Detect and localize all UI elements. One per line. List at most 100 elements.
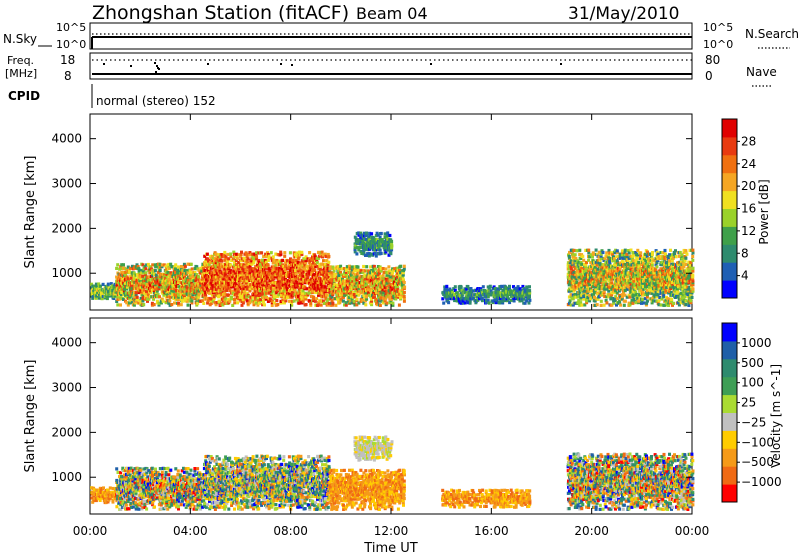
data-cell (387, 279, 391, 283)
data-cell (292, 287, 296, 291)
data-cell (187, 291, 191, 295)
data-cell (381, 267, 385, 271)
data-cell (357, 287, 361, 291)
data-cell (578, 252, 582, 256)
data-cell (308, 257, 312, 261)
data-cell (630, 291, 634, 295)
data-cell (455, 299, 459, 303)
data-cell (525, 285, 529, 289)
data-cell (313, 299, 317, 303)
data-cell (369, 297, 373, 301)
data-cell (177, 289, 181, 293)
data-cell (388, 301, 392, 305)
data-cell (137, 285, 141, 289)
data-cell (464, 297, 468, 301)
data-cell (339, 264, 343, 268)
data-cell (441, 297, 445, 301)
data-cell (342, 295, 345, 299)
data-cell (326, 288, 330, 293)
data-cell (248, 251, 252, 255)
data-cell (171, 293, 175, 297)
data-cell (588, 283, 592, 287)
data-cell (279, 287, 283, 291)
data-cell (461, 299, 465, 303)
data-cell (616, 287, 619, 291)
data-cell (241, 297, 245, 301)
data-cell (124, 270, 128, 274)
data-cell (208, 285, 212, 289)
data-cell (128, 266, 132, 270)
data-cell (171, 279, 175, 283)
data-cell (443, 293, 447, 297)
data-cell (355, 297, 359, 301)
data-cell (240, 266, 244, 271)
data-cell (271, 270, 275, 274)
data-cell (528, 295, 531, 299)
data-cell (120, 290, 124, 295)
data-cell (377, 246, 381, 250)
data-cell (326, 266, 330, 270)
data-cell (389, 271, 393, 275)
data-cell (610, 293, 614, 297)
data-cell (589, 289, 593, 293)
data-cell (258, 291, 262, 295)
data-cell (183, 299, 187, 303)
data-cell (396, 266, 400, 270)
data-cell (399, 289, 402, 293)
data-cell (371, 253, 375, 257)
data-cell (177, 273, 181, 277)
data-cell (623, 255, 627, 259)
data-cell (242, 289, 246, 293)
data-cell (214, 269, 218, 273)
data-cell (512, 299, 516, 303)
data-cell (139, 285, 143, 289)
data-cell (597, 255, 601, 259)
data-cell (602, 258, 606, 262)
station-title: Zhongshan Station (fitACF) (92, 2, 349, 24)
data-cell (119, 295, 122, 299)
data-cell (298, 263, 302, 267)
data-cell (593, 262, 597, 266)
data-cell (294, 285, 298, 289)
data-cell (299, 294, 303, 299)
data-cell (457, 297, 461, 301)
data-cell (578, 289, 582, 293)
data-cell (622, 269, 626, 273)
data-cell (367, 244, 371, 248)
data-cell (109, 282, 113, 286)
data-cell (396, 291, 400, 295)
data-cell (400, 285, 404, 289)
data-cell (235, 293, 239, 297)
data-cell (364, 299, 368, 303)
data-cell (177, 279, 181, 283)
data-cell (218, 256, 222, 260)
data-cell (494, 301, 498, 305)
data-cell (312, 295, 316, 299)
data-cell (329, 297, 333, 301)
data-cell (341, 299, 345, 303)
data-cell (265, 271, 269, 275)
data-cell (167, 301, 171, 305)
data-cell (266, 265, 270, 269)
data-cell (571, 297, 575, 301)
data-cell (392, 295, 396, 299)
data-cell (367, 273, 371, 277)
data-cell (370, 279, 373, 283)
data-cell (597, 295, 601, 299)
data-cell (579, 269, 583, 273)
data-cell (279, 261, 283, 265)
data-cell (632, 279, 636, 283)
data-cell (195, 273, 199, 277)
data-cell (326, 297, 330, 301)
data-cell (174, 267, 177, 271)
data-cell (243, 265, 247, 269)
data-cell (604, 287, 608, 291)
data-cell (388, 277, 392, 281)
data-cell (281, 298, 285, 303)
data-cell (350, 297, 354, 301)
data-cell (217, 289, 221, 293)
data-cell (629, 267, 633, 271)
data-cell (350, 268, 354, 272)
data-cell (209, 299, 213, 303)
data-cell (273, 271, 277, 275)
